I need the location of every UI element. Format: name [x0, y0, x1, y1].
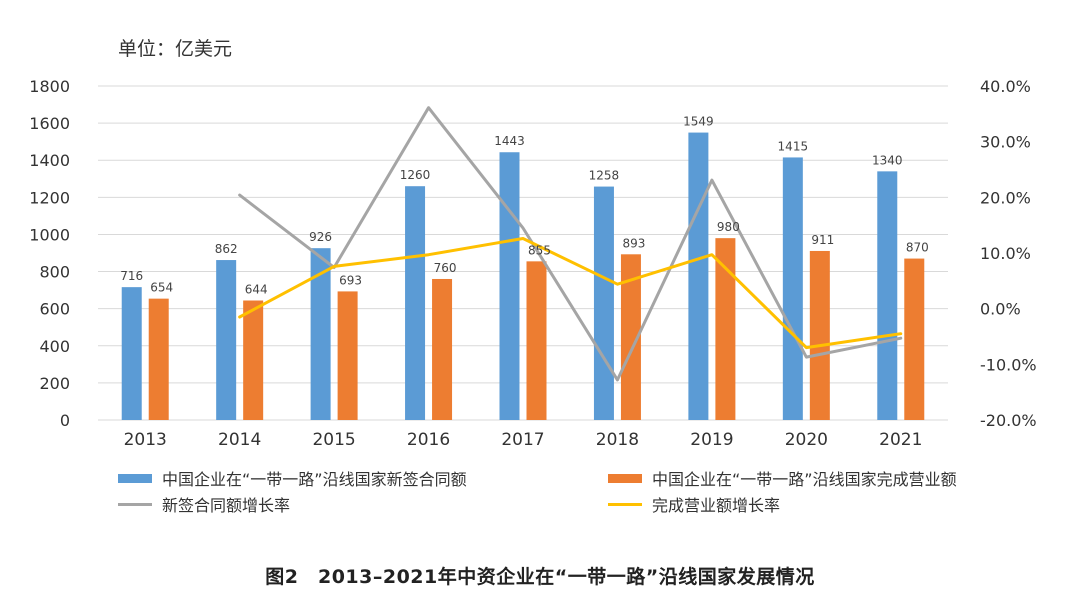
legend-item: 完成营业额增长率: [608, 492, 780, 516]
left-tick-label: 1800: [29, 77, 70, 96]
left-tick-label: 400: [39, 337, 70, 356]
right-tick-label: 20.0%: [980, 188, 1031, 207]
right-tick-label: 0.0%: [980, 300, 1021, 319]
x-tick-label: 2016: [407, 430, 450, 450]
legend-label: 中国企业在“一带一路”沿线国家新签合同额: [162, 470, 467, 489]
legend-item: 中国企业在“一带一路”沿线国家完成营业额: [608, 466, 957, 490]
data-label-turnover: 870: [906, 241, 929, 255]
right-tick-label: -20.0%: [980, 411, 1037, 430]
left-tick-label: 800: [39, 263, 70, 282]
right-axis-ticks: -20.0% -10.0% 0.0% 10.0% 20.0% 30.0% 40.0%: [980, 77, 1037, 430]
legend-label: 新签合同额增长率: [162, 496, 291, 515]
x-axis-ticks: 2013 2014 2015 2016 2017 2018 2019 2020 2021: [124, 430, 923, 450]
legend-item: 新签合同额增长率: [118, 492, 290, 516]
left-tick-label: 200: [39, 374, 70, 393]
legend-item: 中国企业在“一带一路”沿线国家新签合同额: [118, 466, 467, 490]
x-tick-label: 2013: [124, 430, 167, 450]
bar-new-contracts: [405, 186, 426, 420]
unit-label: 单位：亿美元: [118, 38, 233, 60]
data-label-new-contracts: 1443: [494, 134, 525, 148]
bars: [121, 132, 925, 420]
x-tick-label: 2017: [501, 430, 544, 450]
bar-new-contracts: [877, 171, 898, 420]
bar-new-contracts: [310, 248, 331, 420]
bar-new-contracts: [593, 186, 614, 420]
x-tick-label: 2019: [690, 430, 733, 450]
figure-caption: 图2 2013–2021年中资企业在“一带一路”沿线国家发展情况: [265, 566, 815, 588]
gridlines: [98, 85, 948, 421]
data-label-new-contracts: 1549: [683, 115, 714, 129]
data-label-turnover: 693: [339, 273, 362, 287]
bar-data-labels: 716 654 862 644 926 693 1260 760 1443 855 1258 893 1…: [120, 115, 928, 297]
legend-swatch: [608, 473, 642, 483]
data-label-new-contracts: 1258: [589, 169, 620, 183]
left-tick-label: 1200: [29, 188, 70, 207]
bar-turnover: [809, 250, 830, 420]
left-tick-label: 600: [39, 300, 70, 319]
data-label-turnover: 654: [150, 281, 173, 295]
bar-new-contracts: [782, 157, 803, 420]
left-tick-label: 1600: [29, 114, 70, 133]
data-label-new-contracts: 1260: [400, 168, 431, 182]
data-label-turnover: 911: [811, 233, 834, 247]
x-tick-label: 2015: [312, 430, 355, 450]
legend-label: 中国企业在“一带一路”沿线国家完成营业额: [652, 470, 957, 489]
right-tick-label: -10.0%: [980, 355, 1037, 374]
data-label-new-contracts: 1340: [872, 153, 903, 167]
bar-new-contracts: [216, 260, 237, 420]
legend-swatch: [118, 502, 152, 506]
x-tick-label: 2014: [218, 430, 261, 450]
legend-label: 完成营业额增长率: [652, 496, 781, 515]
data-label-turnover: 980: [717, 220, 740, 234]
left-tick-label: 0: [60, 411, 70, 430]
line-turnover-growth: [238, 237, 903, 350]
growth-lines: [238, 106, 903, 382]
bar-turnover: [243, 300, 264, 420]
left-tick-label: 1400: [29, 151, 70, 170]
data-label-new-contracts: 862: [215, 242, 238, 256]
bar-new-contracts: [499, 152, 520, 420]
bar-turnover: [432, 278, 453, 420]
line-new-contract-growth: [238, 106, 903, 382]
legend-swatch: [608, 502, 642, 506]
data-label-new-contracts: 716: [120, 269, 143, 283]
bar-turnover: [526, 261, 547, 420]
bar-turnover: [148, 298, 169, 420]
data-label-new-contracts: 926: [309, 230, 332, 244]
data-label-new-contracts: 1415: [778, 139, 809, 153]
x-tick-label: 2020: [785, 430, 828, 450]
bar-turnover: [904, 258, 925, 420]
x-tick-label: 2021: [879, 430, 922, 450]
bar-turnover: [620, 254, 641, 420]
left-axis-ticks: 0 200 400 600 800 1000 1200 1400 1600 1800: [29, 77, 70, 430]
left-tick-label: 1000: [29, 225, 70, 244]
data-label-turnover: 644: [245, 283, 268, 297]
data-label-turnover: 893: [622, 236, 645, 250]
data-label-turnover: 760: [434, 261, 457, 275]
bar-turnover: [715, 238, 736, 420]
right-tick-label: 30.0%: [980, 133, 1031, 152]
right-tick-label: 40.0%: [980, 77, 1031, 96]
right-tick-label: 10.0%: [980, 244, 1031, 263]
x-tick-label: 2018: [596, 430, 639, 450]
legend-swatch: [118, 473, 152, 483]
data-label-turnover: 855: [528, 243, 551, 257]
bar-turnover: [337, 291, 358, 420]
bar-new-contracts: [121, 287, 142, 420]
bar-new-contracts: [688, 132, 709, 420]
